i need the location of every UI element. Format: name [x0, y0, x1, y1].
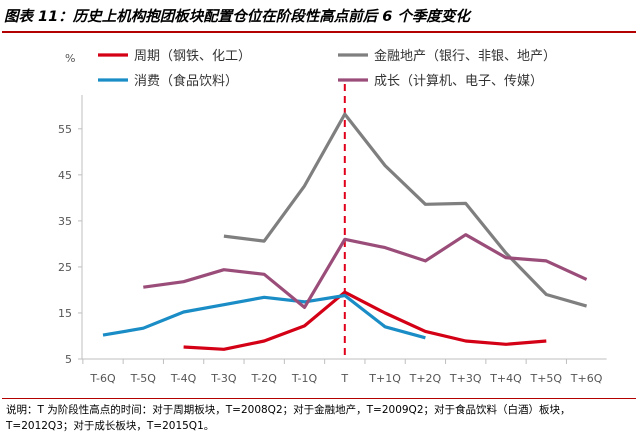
- y-tick-label: 45: [58, 169, 72, 182]
- axes: 5 15 25 35 45 55 T-6Q T-5Q T-4Q T-3Q T-2Q T-1Q T T+1Q…: [58, 84, 607, 385]
- x-tick-label: T-3Q: [210, 372, 237, 385]
- x-tick-label: T: [340, 372, 348, 385]
- title-rule: [2, 31, 636, 33]
- x-tick-label: T-5Q: [130, 372, 157, 385]
- y-tick-label: 25: [58, 261, 72, 274]
- legend-label-2: 金融地产（银行、非银、地产）: [374, 48, 556, 64]
- legend-label-4: 成长（计算机、电子、传媒）: [374, 74, 543, 89]
- legend: 周期（钢铁、化工） 金融地产（银行、非银、地产） 消费（食品饮料） 成长（计算机、电子…: [98, 48, 556, 89]
- x-tick-label: T+2Q: [409, 372, 442, 385]
- x-tick-label: T-2Q: [251, 372, 278, 385]
- x-tick-label: T+6Q: [570, 372, 603, 385]
- x-tick-label: T+5Q: [530, 372, 563, 385]
- x-tick-label: T+3Q: [449, 372, 482, 385]
- y-tick-label: 5: [65, 353, 72, 366]
- x-tick-label: T-4Q: [170, 372, 197, 385]
- y-tick-label: 35: [58, 215, 72, 228]
- legend-label-1: 周期（钢铁、化工）: [134, 49, 251, 64]
- x-tick-label: T-1Q: [291, 372, 318, 385]
- x-tick-label: T+4Q: [489, 372, 522, 385]
- chart-title: 图表 11：历史上机构抱团板块配置仓位在阶段性高点前后 6 个季度变化: [4, 9, 470, 25]
- series-lines: [102, 112, 588, 351]
- series-line-1: [183, 290, 547, 351]
- series-line-4: [143, 233, 588, 309]
- x-tick-label: T-6Q: [89, 372, 116, 385]
- y-tick-label: 15: [58, 307, 72, 320]
- y-tick-label: 55: [58, 123, 72, 136]
- legend-label-3: 消费（食品饮料）: [134, 73, 238, 89]
- chart-note: 说明：T 为阶段性高点的时间：对于周期板块，T=2008Q2；对于金融地产，T=…: [6, 404, 571, 432]
- series-line-2: [223, 112, 588, 308]
- x-tick-label: T+1Q: [368, 372, 401, 385]
- series-line-3: [102, 293, 426, 340]
- y-axis-unit-label: %: [65, 52, 75, 65]
- note-rule: [2, 398, 636, 399]
